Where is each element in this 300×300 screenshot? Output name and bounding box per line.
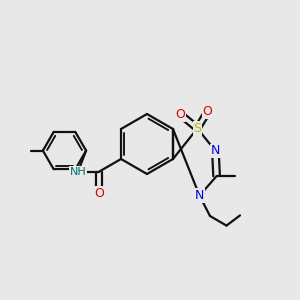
Text: N: N — [211, 144, 220, 158]
Text: NH: NH — [70, 167, 86, 177]
Text: O: O — [176, 108, 185, 121]
Text: O: O — [94, 187, 104, 200]
Text: O: O — [203, 105, 212, 118]
Text: N: N — [195, 189, 204, 202]
Text: S: S — [194, 122, 201, 135]
